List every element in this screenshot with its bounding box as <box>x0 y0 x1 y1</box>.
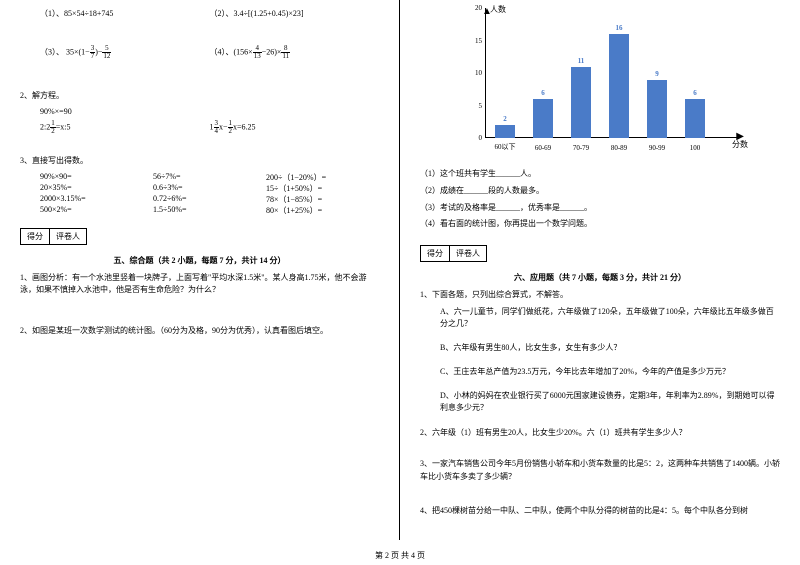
eq3-pre: （3）、 35×(1− <box>40 47 90 56</box>
chart-q2: （2）成绩在______段的人数最多。 <box>420 185 780 198</box>
bar <box>533 99 553 138</box>
bar-value-label: 11 <box>571 57 591 65</box>
category-label: 60-69 <box>528 144 558 152</box>
category-label: 60以下 <box>490 142 520 152</box>
right-column: ▲ ▶ 人数 分数 05101520260以下660-691170-791680… <box>400 0 800 540</box>
direct-cell: 20×35%= <box>40 183 153 194</box>
score-box-5: 得分 评卷人 <box>20 228 87 245</box>
direct-cell: 0.6÷3%= <box>153 183 266 194</box>
page-footer: 第 2 页 共 4 页 <box>0 550 800 561</box>
section-6-title: 六、应用题（共 7 小题，每题 3 分，共计 21 分） <box>420 272 780 283</box>
direct-row: 2000×3.15%=0.72÷6%=78×（1−85%）= <box>40 194 379 205</box>
equation-row-1: （1）、85×54÷18+745 （2）、3.4÷[(1.25+0.45)×23… <box>20 8 379 19</box>
eq3-mid: )− <box>95 47 102 56</box>
category-label: 90-99 <box>642 144 672 152</box>
aq1: 1、下面各题，只列出综合算式，不解答。 <box>420 289 780 302</box>
chart-q1: （1）这个班共有学生______人。 <box>420 168 780 181</box>
score-box-6: 得分 评卷人 <box>420 245 487 262</box>
score-label: 得分 <box>421 246 450 261</box>
bar-value-label: 2 <box>495 115 515 123</box>
x-axis-label: 分数 <box>732 139 748 150</box>
solve-3: 134x−12x=6.25 <box>210 120 380 135</box>
eq4-mid: −26)× <box>262 47 282 56</box>
eq-3: （3）、 35×(1−37)−512 <box>40 45 210 60</box>
aq2: 2、六年级（1）班有男生20人，比女生少20%。六（1）班共有学生多少人？ <box>420 427 780 440</box>
bar-value-label: 6 <box>685 89 705 97</box>
bar-value-label: 9 <box>647 70 667 78</box>
eq4-pre: （4）、(156× <box>210 47 253 56</box>
page-container: （1）、85×54÷18+745 （2）、3.4÷[(1.25+0.45)×23… <box>0 0 800 540</box>
aq1d: D、小林的妈妈在农业银行买了6000元国家建设债券，定期3年，年利率为2.89%… <box>440 390 780 414</box>
aq1b: B、六年级有男生80人，比女生多，女生有多少人？ <box>440 342 780 354</box>
solve-row: 2:212=x:5 134x−12x=6.25 <box>20 120 379 135</box>
score-label: 得分 <box>21 229 50 244</box>
category-label: 100 <box>680 144 710 152</box>
aq3: 3、一家汽车销售公司今年5月份销售小轿车和小货车数量的比是5：2，这两种车共销售… <box>420 458 780 484</box>
bar <box>571 67 591 139</box>
direct-cell: 78×（1−85%）= <box>266 194 379 205</box>
direct-cell: 80×（1+25%）= <box>266 205 379 216</box>
bar <box>685 99 705 138</box>
direct-grid: 90%×90=56÷7%=200÷（1−20%）=20×35%=0.6÷3%=1… <box>20 172 379 216</box>
bar-value-label: 16 <box>609 24 629 32</box>
direct-cell: 1.5÷50%= <box>153 205 266 216</box>
reviewer-label: 评卷人 <box>50 229 86 244</box>
direct-cell: 15÷（1+50%）= <box>266 183 379 194</box>
solve-line1: 90%×=90 <box>20 107 379 116</box>
chart-q3: （3）考试的及格率是______，优秀率是______。 <box>420 202 780 215</box>
reviewer-label: 评卷人 <box>450 246 486 261</box>
eq-4: （4）、(156×413−26)×811 <box>210 45 380 60</box>
eq-2: （2）、3.4÷[(1.25+0.45)×23] <box>210 8 380 19</box>
direct-cell: 0.72÷6%= <box>153 194 266 205</box>
direct-cell: 2000×3.15%= <box>40 194 153 205</box>
bar <box>647 80 667 139</box>
eq-1: （1）、85×54÷18+745 <box>40 8 210 19</box>
direct-cell: 56÷7%= <box>153 172 266 183</box>
aq4: 4、把450棵树苗分给一中队、二中队，使两个中队分得的树苗的比是4：5。每个中队… <box>420 505 780 518</box>
solve-2: 2:212=x:5 <box>40 120 210 135</box>
direct-title: 3、直接写出得数。 <box>20 155 379 168</box>
direct-row: 20×35%=0.6÷3%=15÷（1+50%）= <box>40 183 379 194</box>
y-tick: 20 <box>470 4 482 12</box>
category-label: 70-79 <box>566 144 596 152</box>
y-tick: 0 <box>470 134 482 142</box>
equation-row-2: （3）、 35×(1−37)−512 （4）、(156×413−26)×811 <box>20 45 379 60</box>
aq1a: A、六一儿童节，同学们做纸花，六年级做了120朵，五年级做了100朵，六年级比五… <box>440 306 780 330</box>
bar <box>495 125 515 138</box>
y-tick: 10 <box>470 69 482 77</box>
category-label: 80-89 <box>604 144 634 152</box>
direct-cell: 500×2%= <box>40 205 153 216</box>
y-axis-label: 人数 <box>490 4 506 15</box>
chart-q4: （4）看右面的统计图，你再提出一个数学问题。 <box>420 218 780 231</box>
direct-row: 500×2%=1.5÷50%=80×（1+25%）= <box>40 205 379 216</box>
bar-chart: ▲ ▶ 人数 分数 05101520260以下660-691170-791680… <box>460 8 740 158</box>
y-axis <box>485 8 486 138</box>
aq1c: C、王庄去年总产值为23.5万元，今年比去年增加了20%，今年的产值是多少万元？ <box>440 366 780 378</box>
direct-cell: 90%×90= <box>40 172 153 183</box>
solve-title: 2、解方程。 <box>20 90 379 103</box>
bar <box>609 34 629 138</box>
section-5-title: 五、综合题（共 2 小题，每题 7 分，共计 14 分） <box>20 255 379 266</box>
y-tick: 5 <box>470 102 482 110</box>
q5-1: 1、画图分析：有一个水池里竖着一块牌子，上面写着"平均水深1.5米"。某人身高1… <box>20 272 379 298</box>
direct-cell: 200÷（1−20%）= <box>266 172 379 183</box>
q5-2: 2、如图是某班一次数学测试的统计图。（60分为及格，90分为优秀），认真看图后填… <box>20 325 379 338</box>
left-column: （1）、85×54÷18+745 （2）、3.4÷[(1.25+0.45)×23… <box>0 0 400 540</box>
bar-value-label: 6 <box>533 89 553 97</box>
y-tick: 15 <box>470 37 482 45</box>
direct-row: 90%×90=56÷7%=200÷（1−20%）= <box>40 172 379 183</box>
